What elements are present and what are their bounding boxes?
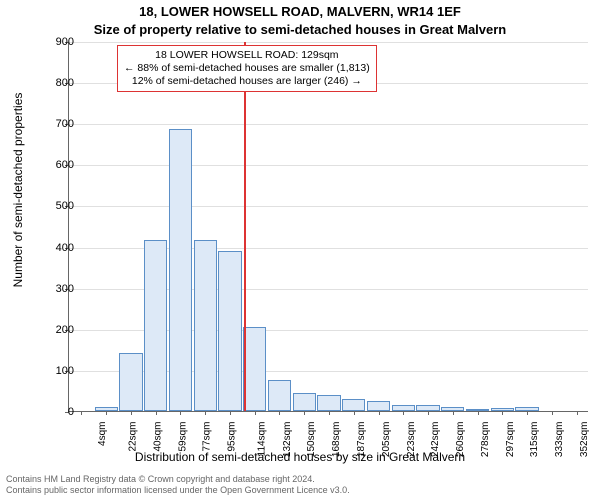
x-tick-mark	[304, 411, 305, 415]
x-tick-label: 150sqm	[307, 422, 318, 458]
histogram-bar	[317, 395, 340, 411]
y-tick-label: 800	[34, 77, 74, 89]
annotation-line-2: ← 88% of semi-detached houses are smalle…	[124, 62, 370, 75]
histogram-bar	[342, 399, 365, 411]
y-tick-label: 0	[34, 406, 74, 418]
chart-title-2: Size of property relative to semi-detach…	[0, 22, 600, 37]
x-tick-label: 77sqm	[202, 422, 213, 452]
y-tick-label: 600	[34, 159, 74, 171]
y-axis-label: Number of semi-detached properties	[11, 40, 25, 340]
x-tick-mark	[230, 411, 231, 415]
property-marker-line	[244, 42, 246, 411]
x-tick-mark	[205, 411, 206, 415]
x-tick-label: 95sqm	[227, 422, 238, 452]
plot-area: 18 LOWER HOWSELL ROAD: 129sqm ← 88% of s…	[68, 42, 588, 412]
x-tick-label: 22sqm	[128, 422, 139, 452]
x-tick-mark	[255, 411, 256, 415]
x-tick-mark	[81, 411, 82, 415]
y-tick-label: 200	[34, 324, 74, 336]
gridline	[69, 206, 588, 207]
x-tick-label: 297sqm	[505, 422, 516, 458]
x-tick-mark	[279, 411, 280, 415]
footer-line-2: Contains public sector information licen…	[6, 485, 350, 496]
histogram-bar	[243, 327, 266, 411]
gridline	[69, 165, 588, 166]
x-tick-label: 132sqm	[282, 422, 293, 458]
y-tick-label: 400	[34, 242, 74, 254]
histogram-bar	[218, 251, 241, 411]
histogram-bar	[144, 240, 167, 411]
x-tick-mark	[502, 411, 503, 415]
y-tick-label: 500	[34, 200, 74, 212]
annotation-line-1: 18 LOWER HOWSELL ROAD: 129sqm	[124, 49, 370, 62]
x-tick-label: 205sqm	[381, 422, 392, 458]
x-tick-label: 168sqm	[331, 422, 342, 458]
x-tick-mark	[156, 411, 157, 415]
chart-title-1: 18, LOWER HOWSELL ROAD, MALVERN, WR14 1E…	[0, 4, 600, 19]
y-tick-label: 100	[34, 365, 74, 377]
x-tick-label: 114sqm	[256, 422, 267, 457]
x-tick-mark	[403, 411, 404, 415]
x-tick-mark	[428, 411, 429, 415]
x-tick-mark	[478, 411, 479, 415]
x-tick-mark	[577, 411, 578, 415]
x-tick-label: 187sqm	[356, 422, 367, 458]
annotation-line-3: 12% of semi-detached houses are larger (…	[124, 75, 370, 88]
x-tick-mark	[354, 411, 355, 415]
y-tick-label: 700	[34, 118, 74, 130]
x-tick-label: 40sqm	[152, 422, 163, 452]
x-tick-label: 352sqm	[579, 422, 590, 458]
histogram-bar	[268, 380, 291, 411]
x-tick-mark	[131, 411, 132, 415]
footer-attribution: Contains HM Land Registry data © Crown c…	[6, 474, 350, 496]
x-tick-mark	[180, 411, 181, 415]
annotation-box: 18 LOWER HOWSELL ROAD: 129sqm ← 88% of s…	[117, 45, 377, 92]
histogram-bar	[367, 401, 390, 411]
x-tick-mark	[329, 411, 330, 415]
gridline	[69, 124, 588, 125]
x-tick-label: 242sqm	[430, 422, 441, 458]
x-tick-mark	[453, 411, 454, 415]
x-tick-mark	[527, 411, 528, 415]
gridline	[69, 42, 588, 43]
footer-line-1: Contains HM Land Registry data © Crown c…	[6, 474, 350, 485]
x-tick-label: 223sqm	[406, 422, 417, 458]
x-tick-label: 59sqm	[177, 422, 188, 452]
x-tick-label: 315sqm	[529, 422, 540, 458]
x-tick-mark	[552, 411, 553, 415]
x-tick-label: 278sqm	[480, 422, 491, 458]
histogram-bar	[119, 353, 142, 411]
x-tick-mark	[106, 411, 107, 415]
histogram-bar	[169, 129, 192, 411]
y-tick-label: 900	[34, 36, 74, 48]
x-tick-label: 4sqm	[97, 422, 108, 446]
y-tick-label: 300	[34, 283, 74, 295]
histogram-bar	[293, 393, 316, 412]
x-tick-label: 333sqm	[554, 422, 565, 458]
histogram-bar	[194, 240, 217, 411]
x-tick-label: 260sqm	[455, 422, 466, 458]
x-tick-mark	[379, 411, 380, 415]
